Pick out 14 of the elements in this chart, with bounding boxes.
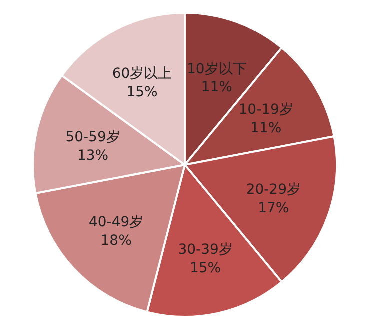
data-label: 13% xyxy=(77,148,109,164)
data-label: 18% xyxy=(100,232,132,249)
slice-label: 20-29岁 xyxy=(246,182,302,198)
slice-label: 10-19岁 xyxy=(238,102,294,118)
data-label: 15% xyxy=(126,84,158,100)
slice-label: 60岁以上 xyxy=(112,66,172,82)
slice-label: 30-39岁 xyxy=(178,242,233,258)
slice-label: 10岁以下 xyxy=(187,62,247,78)
data-label: 11% xyxy=(250,120,282,136)
slice-label: 40-49岁 xyxy=(88,214,144,231)
data-label: 17% xyxy=(258,200,290,216)
data-label: 15% xyxy=(190,260,222,276)
slice-label: 50-59岁 xyxy=(66,130,120,146)
data-label: 11% xyxy=(201,80,232,96)
